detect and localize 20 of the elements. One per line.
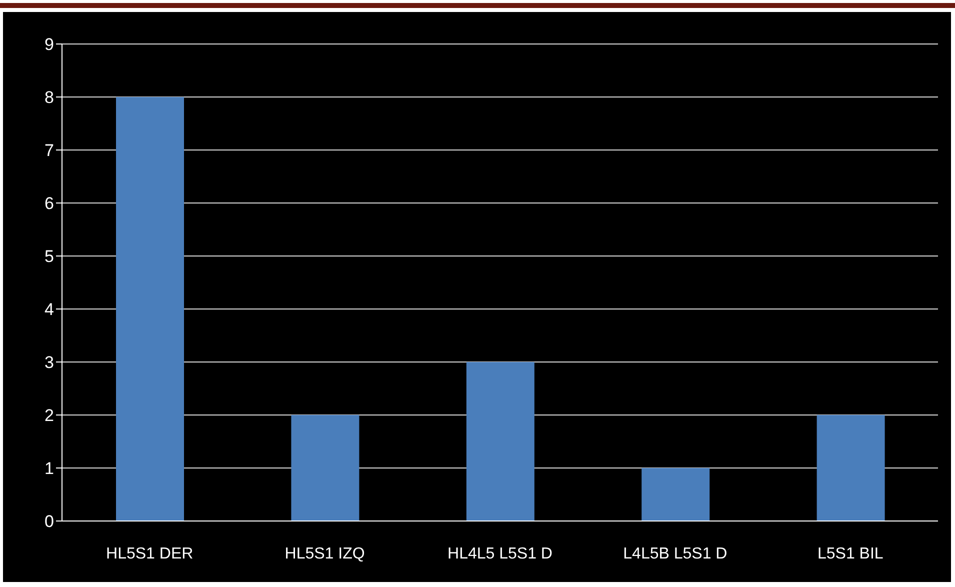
- y-tick-label: 2: [44, 406, 54, 426]
- bar: [642, 468, 710, 521]
- x-tick-label: HL5S1 DER: [106, 545, 194, 562]
- y-tick-label: 7: [44, 141, 54, 160]
- y-tick-label: 3: [44, 353, 54, 372]
- bar: [116, 97, 184, 521]
- x-tick-label: HL4L5 L5S1 D: [448, 545, 552, 562]
- x-tick-label: L4L5B L5S1 D: [623, 545, 728, 562]
- bar: [291, 415, 360, 521]
- y-tick-label: 9: [44, 35, 54, 54]
- y-tick-label: 5: [44, 247, 54, 266]
- y-tick-label: 6: [44, 194, 54, 214]
- x-tick-label: HL5S1 IZQ: [284, 545, 365, 562]
- y-tick-label: 0: [44, 512, 54, 532]
- y-tick-label: 1: [44, 459, 54, 478]
- x-tick-label: L5S1 BIL: [817, 545, 884, 562]
- bar: [816, 415, 885, 521]
- y-tick-label: 8: [44, 88, 54, 108]
- bar: [466, 362, 534, 521]
- y-tick-label: 4: [44, 300, 54, 320]
